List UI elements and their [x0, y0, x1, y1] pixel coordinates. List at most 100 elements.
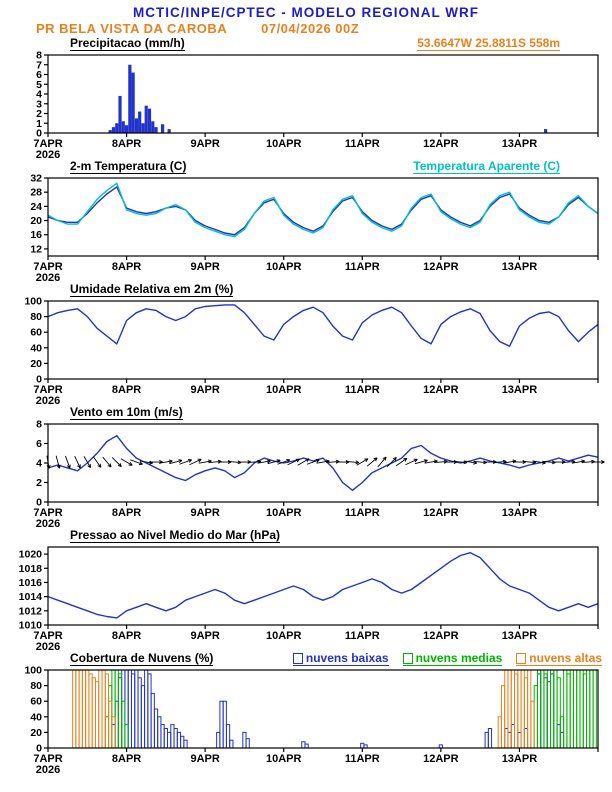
orange-box-icon — [516, 653, 527, 664]
svg-text:3: 3 — [36, 98, 42, 110]
svg-text:8APR: 8APR — [112, 630, 141, 642]
model-title: MCTIC/INPE/CPTEC - MODELO REGIONAL WRF — [133, 5, 479, 20]
svg-text:12APR: 12APR — [423, 753, 459, 765]
svg-text:12APR: 12APR — [423, 384, 459, 396]
svg-text:60: 60 — [30, 696, 42, 708]
svg-text:12APR: 12APR — [423, 138, 459, 150]
svg-text:9APR: 9APR — [190, 384, 219, 396]
svg-text:9APR: 9APR — [190, 507, 219, 519]
svg-text:13APR: 13APR — [502, 507, 538, 519]
svg-text:40: 40 — [30, 342, 42, 354]
svg-text:11APR: 11APR — [345, 507, 380, 519]
svg-text:7APR: 7APR — [33, 630, 62, 642]
svg-text:12APR: 12APR — [423, 507, 459, 519]
panel-title-humidity: Umidade Relativa em 2m (%) — [70, 282, 234, 297]
svg-text:60: 60 — [30, 327, 42, 339]
svg-text:11APR: 11APR — [345, 630, 380, 642]
svg-text:0: 0 — [36, 497, 42, 509]
svg-text:11APR: 11APR — [345, 261, 380, 273]
svg-text:11APR: 11APR — [345, 753, 380, 765]
svg-text:20: 20 — [30, 358, 42, 370]
svg-text:20: 20 — [30, 727, 42, 739]
svg-text:1: 1 — [36, 118, 42, 130]
panel-title-temperature: 2-m Temperatura (C) — [70, 159, 187, 174]
svg-text:2026: 2026 — [36, 764, 60, 774]
legend-label-baixas: nuvens baixas — [305, 651, 389, 665]
svg-text:11APR: 11APR — [345, 138, 380, 150]
svg-text:2: 2 — [36, 477, 42, 489]
svg-text:16: 16 — [30, 229, 42, 241]
svg-text:9APR: 9APR — [190, 753, 219, 765]
svg-text:2: 2 — [36, 108, 42, 120]
station-coordinates: 53.6647W 25.8811S 558m — [417, 36, 560, 51]
svg-text:12APR: 12APR — [423, 630, 459, 642]
svg-text:7APR: 7APR — [33, 384, 62, 396]
svg-text:13APR: 13APR — [502, 138, 538, 150]
svg-text:9APR: 9APR — [190, 138, 219, 150]
svg-text:4: 4 — [36, 458, 42, 470]
svg-text:1020: 1020 — [19, 549, 43, 561]
svg-text:13APR: 13APR — [502, 630, 538, 642]
svg-text:10APR: 10APR — [266, 138, 302, 150]
svg-text:13APR: 13APR — [502, 384, 538, 396]
svg-text:32: 32 — [30, 174, 42, 185]
svg-text:8APR: 8APR — [112, 384, 141, 396]
svg-text:5: 5 — [36, 79, 42, 91]
panel-title-clouds: Cobertura de Nuvens (%) — [70, 651, 214, 666]
blue-box-icon — [292, 653, 303, 664]
svg-text:9APR: 9APR — [190, 630, 219, 642]
svg-text:10APR: 10APR — [266, 384, 302, 396]
svg-text:28: 28 — [30, 187, 42, 199]
svg-text:0: 0 — [36, 374, 42, 386]
svg-text:24: 24 — [30, 201, 42, 213]
svg-text:2026: 2026 — [36, 149, 60, 159]
svg-text:10APR: 10APR — [266, 753, 302, 765]
svg-text:8: 8 — [36, 420, 42, 431]
svg-text:7APR: 7APR — [33, 753, 62, 765]
svg-text:7: 7 — [36, 59, 42, 71]
svg-text:9APR: 9APR — [190, 261, 219, 273]
svg-text:100: 100 — [24, 666, 42, 677]
svg-text:2026: 2026 — [36, 641, 60, 651]
svg-text:100: 100 — [24, 297, 42, 308]
legend-label-altas: nuvens altas — [529, 651, 602, 665]
svg-text:80: 80 — [30, 680, 42, 692]
svg-text:8: 8 — [36, 51, 42, 62]
legend-item-nuvens-medias: nuvens medias — [402, 652, 503, 666]
svg-text:10APR: 10APR — [266, 261, 302, 273]
svg-text:20: 20 — [30, 215, 42, 227]
svg-text:1012: 1012 — [19, 605, 43, 617]
station-line: PR BELA VISTA DA CAROBA 07/04/2026 00Z — [0, 21, 612, 36]
svg-text:0: 0 — [36, 128, 42, 140]
svg-text:2026: 2026 — [36, 395, 60, 405]
svg-text:80: 80 — [30, 311, 42, 323]
svg-text:1016: 1016 — [19, 577, 43, 589]
svg-text:8APR: 8APR — [112, 261, 141, 273]
legend-item-nuvens-altas: nuvens altas — [516, 652, 602, 666]
legend-item-nuvens-baixas: nuvens baixas — [292, 651, 389, 666]
green-box-icon — [402, 653, 413, 664]
svg-text:12APR: 12APR — [423, 261, 459, 273]
svg-text:8APR: 8APR — [112, 138, 141, 150]
panel-humidity: Umidade Relativa em 2m (%) 0 20 40 60 80 100 7… — [0, 282, 612, 405]
panel-title-wind: Vento em 10m (m/s) — [70, 405, 183, 420]
svg-text:4: 4 — [36, 89, 42, 101]
cloud-legend: nuvens baixas nuvens medias nuvens altas — [292, 651, 602, 666]
svg-text:12: 12 — [30, 243, 42, 255]
svg-text:8APR: 8APR — [112, 507, 141, 519]
svg-text:10APR: 10APR — [266, 630, 302, 642]
svg-text:1014: 1014 — [19, 591, 43, 603]
svg-text:13APR: 13APR — [502, 753, 538, 765]
panel-precipitation: Precipitacao (mm/h) 53.6647W 25.8811S 55… — [0, 36, 612, 159]
svg-text:8APR: 8APR — [112, 753, 141, 765]
svg-text:6: 6 — [36, 69, 42, 81]
page-header: MCTIC/INPE/CPTEC - MODELO REGIONAL WRF P… — [0, 0, 612, 36]
panel-title-pressure: Pressao ao Nivel Medio do Mar (hPa) — [70, 528, 281, 543]
panel-pressure: Pressao ao Nivel Medio do Mar (hPa) 1010… — [0, 528, 612, 651]
